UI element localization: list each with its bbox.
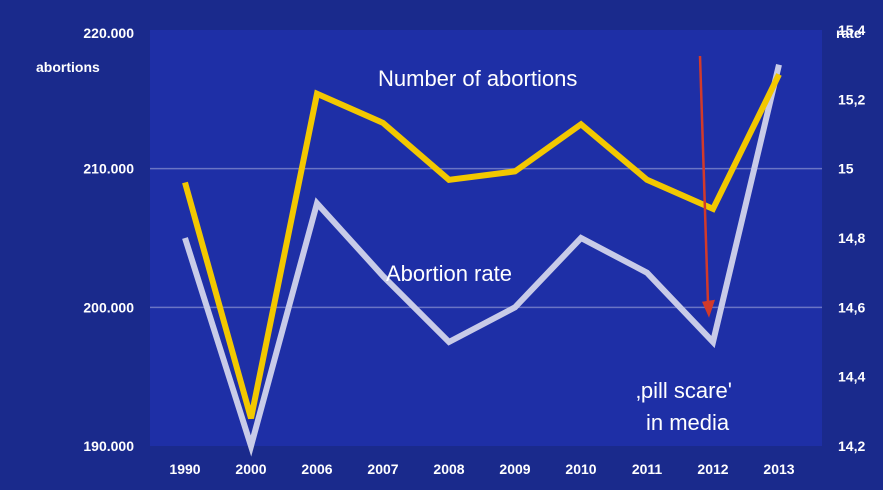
left-tick-label: 210.000 (83, 161, 134, 177)
tick-labels: 190.000 200.000 210.000 220.000 14,2 14,4 14,6… (83, 22, 865, 477)
arrow-shaft (698, 55, 710, 304)
series-lines (182, 64, 782, 457)
x-tick-label: 2013 (763, 461, 794, 477)
x-tick-label: 2000 (235, 461, 266, 477)
x-tick-label: 1990 (169, 461, 200, 477)
x-tick-label: 2009 (499, 461, 530, 477)
x-tick-label: 2011 (632, 461, 663, 477)
right-tick-label: 14,8 (838, 230, 865, 246)
left-axis-title: abortions (36, 59, 100, 75)
x-tick-label: 2006 (301, 461, 332, 477)
left-tick-label: 220.000 (83, 25, 134, 41)
right-tick-label: 14,4 (838, 369, 865, 385)
annotation-line-1: ‚pill scare' (636, 378, 732, 403)
pill-scare-arrow (698, 55, 715, 318)
right-tick-label: 14,2 (838, 438, 865, 454)
right-tick-label: 15 (838, 161, 854, 177)
series-label-abortions: Number of abortions (378, 66, 577, 91)
right-axis-title: rate (836, 25, 862, 41)
left-tick-label: 190.000 (83, 438, 134, 454)
x-tick-label: 2012 (697, 461, 728, 477)
right-tick-label: 14,6 (838, 299, 865, 315)
series-label-rate: Abortion rate (386, 261, 512, 286)
x-tick-label: 2007 (367, 461, 398, 477)
annotation-line-2: in media (646, 410, 730, 435)
x-tick-label: 2010 (565, 461, 596, 477)
series-line-rate (182, 64, 782, 457)
arrow-head (702, 299, 715, 318)
right-tick-label: 15,2 (838, 91, 865, 107)
right-tick-label: 15,4 (838, 22, 865, 38)
left-tick-label: 200.000 (83, 299, 134, 315)
x-tick-label: 2008 (433, 461, 464, 477)
series-line-abortions (182, 73, 782, 420)
